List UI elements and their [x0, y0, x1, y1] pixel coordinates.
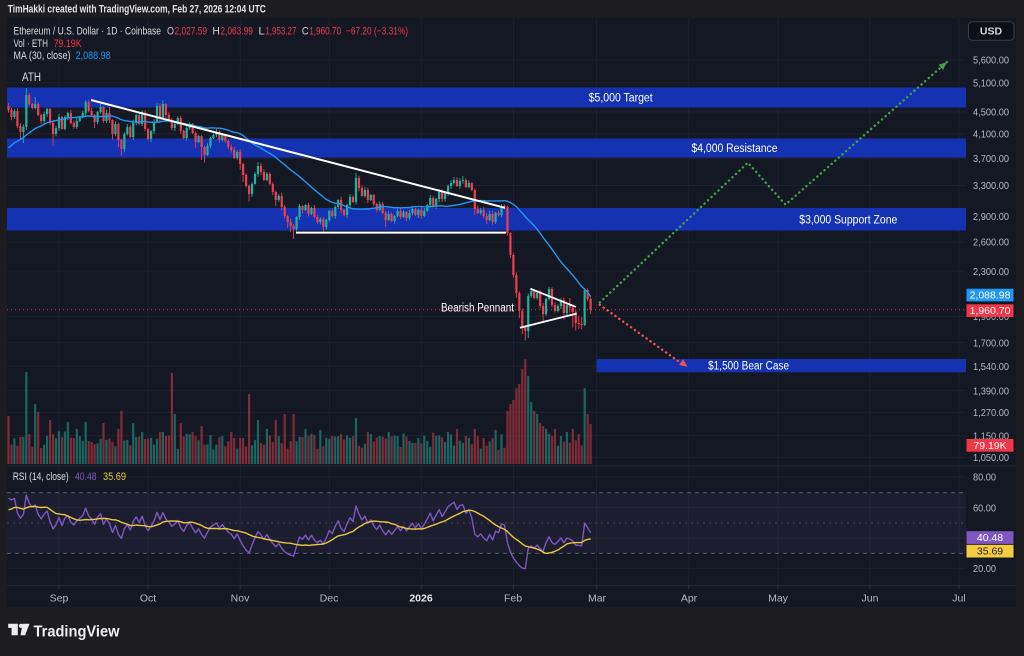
svg-text:May: May: [768, 593, 789, 605]
svg-text:2,088.98: 2,088.98: [76, 50, 111, 62]
svg-text:Mar: Mar: [588, 593, 607, 605]
svg-text:35.69: 35.69: [103, 471, 126, 483]
svg-text:4,500.00: 4,500.00: [973, 107, 1009, 119]
svg-text:Oct: Oct: [140, 593, 156, 605]
svg-text:$4,000 Resistance: $4,000 Resistance: [692, 143, 778, 155]
svg-text:1,270.00: 1,270.00: [973, 407, 1009, 419]
svg-text:−67.20 (−3.31%): −67.20 (−3.31%): [346, 25, 408, 37]
svg-text:C: C: [302, 25, 309, 37]
svg-text:Sep: Sep: [50, 593, 69, 605]
svg-text:2,027.59: 2,027.59: [175, 25, 208, 37]
svg-text:3,700.00: 3,700.00: [973, 153, 1009, 165]
svg-text:USD: USD: [980, 26, 1003, 38]
svg-text:1,700.00: 1,700.00: [973, 338, 1009, 350]
svg-text:40.48: 40.48: [977, 532, 1003, 544]
svg-text:Dec: Dec: [320, 593, 339, 605]
svg-text:5,100.00: 5,100.00: [973, 78, 1009, 90]
svg-text:1,960.70: 1,960.70: [970, 305, 1011, 317]
svg-text:Vol · ETH: Vol · ETH: [14, 38, 49, 50]
svg-text:$1,500 Bear Case: $1,500 Bear Case: [708, 361, 789, 373]
svg-text:2,300.00: 2,300.00: [973, 266, 1009, 278]
svg-text:60.00: 60.00: [973, 502, 996, 514]
svg-text:1,540.00: 1,540.00: [973, 361, 1009, 373]
svg-text:40.48: 40.48: [75, 471, 97, 483]
svg-text:1,953.27: 1,953.27: [265, 25, 296, 37]
svg-text:20.00: 20.00: [973, 563, 996, 575]
svg-text:Apr: Apr: [681, 593, 698, 605]
svg-text:TimHakki created with TradingV: TimHakki created with TradingView.com, F…: [8, 4, 266, 16]
svg-text:4,100.00: 4,100.00: [973, 129, 1009, 141]
svg-text:2,900.00: 2,900.00: [973, 211, 1009, 223]
svg-text:1,960.70: 1,960.70: [309, 25, 341, 37]
svg-text:1,050.00: 1,050.00: [973, 452, 1009, 464]
svg-text:RSI (14, close): RSI (14, close): [13, 471, 69, 483]
svg-text:80.00: 80.00: [973, 472, 996, 484]
svg-text:Feb: Feb: [504, 593, 522, 605]
svg-text:2,088.98: 2,088.98: [970, 290, 1011, 302]
svg-text:Nov: Nov: [231, 593, 250, 605]
svg-text:Jun: Jun: [862, 593, 879, 605]
svg-text:Ethereum / U.S. Dollar · 1D ·: Ethereum / U.S. Dollar · 1D · Coinbase: [14, 25, 162, 37]
svg-text:Jul: Jul: [952, 593, 965, 605]
svg-text:$3,000 Support Zone: $3,000 Support Zone: [799, 214, 897, 226]
svg-text:MA (30, close): MA (30, close): [14, 50, 71, 62]
svg-text:79.19K: 79.19K: [54, 38, 83, 50]
svg-text:ATH: ATH: [22, 72, 41, 84]
svg-text:35.69: 35.69: [977, 546, 1003, 558]
svg-text:O: O: [167, 25, 174, 37]
svg-text:2,063.99: 2,063.99: [220, 25, 253, 37]
svg-text:2026: 2026: [409, 593, 433, 605]
svg-text:2,600.00: 2,600.00: [973, 237, 1009, 249]
svg-text:L: L: [258, 25, 265, 37]
svg-text:5,600.00: 5,600.00: [973, 55, 1009, 67]
svg-text:$5,000 Target: $5,000 Target: [589, 93, 654, 105]
svg-text:79.19K: 79.19K: [973, 440, 1006, 452]
svg-text:1,390.00: 1,390.00: [973, 385, 1009, 397]
svg-text:TradingView: TradingView: [34, 623, 121, 640]
svg-text:H: H: [212, 25, 220, 37]
svg-text:Bearish Pennant: Bearish Pennant: [441, 303, 515, 315]
svg-text:3,300.00: 3,300.00: [973, 180, 1009, 192]
